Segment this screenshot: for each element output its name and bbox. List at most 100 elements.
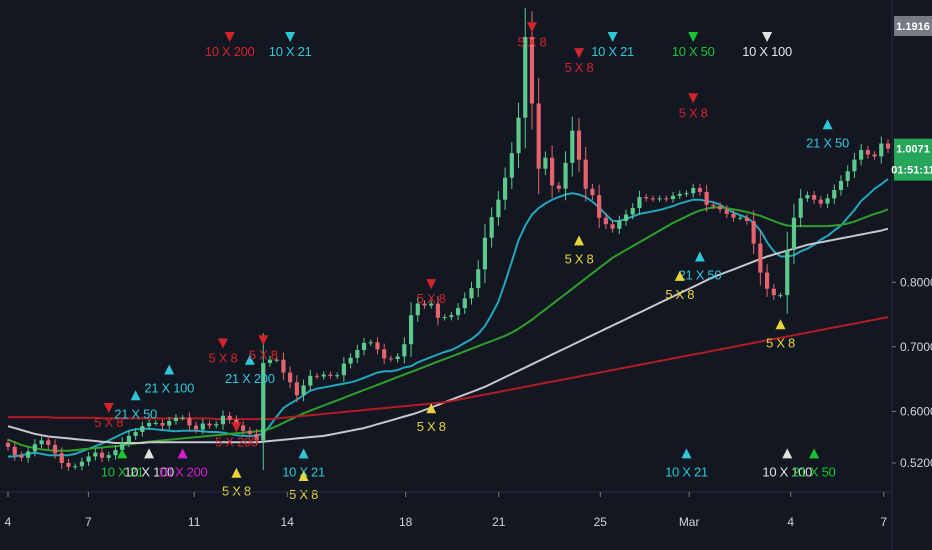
candle-body: [731, 213, 736, 218]
signal-label: 10 X 100: [124, 464, 174, 479]
signal-triangle-icon: [231, 467, 242, 478]
candle-body: [825, 198, 830, 204]
signal-label: 5 X 8: [94, 415, 123, 430]
candle: [812, 190, 817, 204]
signal-triangle-icon: [164, 364, 175, 375]
candle: [543, 151, 548, 176]
candle-body: [838, 180, 844, 190]
candle-body: [415, 303, 420, 316]
signal-triangle-icon: [177, 448, 188, 459]
signal-buy: 21 X 50: [114, 390, 157, 421]
candle-body: [785, 250, 790, 296]
candle: [684, 190, 689, 197]
time-tick-label: 14: [281, 515, 295, 529]
signal-sell: 10 X 21: [269, 31, 312, 59]
signal-buy: 10 X 200: [158, 448, 208, 479]
price-tick-label: 0.8000: [900, 275, 932, 289]
candle-body: [227, 415, 232, 420]
candle: [19, 451, 24, 462]
candle-body: [865, 149, 870, 155]
candle: [711, 201, 716, 210]
candle-body: [52, 444, 58, 454]
candle: [180, 415, 185, 421]
candle-body: [86, 456, 91, 462]
time-tick-label: 7: [880, 515, 887, 529]
candle-body: [523, 37, 528, 118]
candle-body: [563, 162, 568, 189]
signal-triangle-icon: [782, 448, 793, 459]
candle: [133, 428, 138, 440]
candle-body: [220, 415, 226, 425]
candle: [335, 372, 340, 379]
candle: [697, 184, 702, 196]
signal-label: 10 X 50: [672, 44, 715, 59]
candle-body: [623, 214, 629, 221]
candle-body: [496, 199, 501, 218]
signal-triangle-icon: [426, 403, 437, 414]
candle: [751, 210, 756, 255]
candle: [220, 410, 226, 430]
candle-body: [314, 375, 320, 377]
candle-body: [697, 188, 702, 192]
candle: [52, 439, 58, 459]
candle-body: [348, 357, 353, 364]
candle: [113, 445, 118, 460]
candle-body: [402, 344, 407, 357]
candle-body: [288, 372, 293, 383]
candle: [590, 183, 595, 200]
candle: [415, 296, 420, 322]
candle-body: [59, 453, 64, 463]
candle: [321, 371, 326, 380]
candle-body: [637, 197, 642, 209]
candle-body: [751, 220, 756, 244]
candle: [341, 356, 346, 382]
candle: [885, 139, 891, 153]
candle-body: [66, 462, 71, 467]
candle-body: [328, 374, 333, 376]
signal-triangle-icon: [298, 470, 309, 481]
candles: [5, 8, 891, 471]
candle-body: [482, 237, 488, 270]
signal-triangle-icon: [688, 31, 699, 42]
candle-body: [442, 317, 447, 319]
candle: [167, 416, 172, 430]
candle-body: [361, 342, 367, 351]
candle-body: [603, 217, 608, 225]
candle: [657, 195, 662, 202]
signal-buy: 5 X 8: [665, 270, 695, 302]
candle: [482, 224, 488, 284]
candle-body: [677, 193, 682, 196]
candle: [314, 373, 320, 380]
candle-body: [301, 385, 306, 396]
signal-triangle-icon: [224, 31, 235, 42]
candle-body: [765, 272, 770, 289]
candle: [570, 116, 575, 177]
candle: [361, 337, 367, 356]
candle-body: [294, 382, 299, 396]
candle: [670, 192, 676, 203]
candle: [576, 117, 582, 173]
candle: [388, 355, 393, 362]
candle: [355, 344, 360, 364]
time-axis[interactable]: 4 7 11 14 18 21 25 Mar 4 7: [0, 491, 892, 529]
candle-body: [885, 143, 891, 149]
candle-body: [469, 288, 474, 299]
last-price-label: 1.0071: [896, 144, 930, 156]
candle: [798, 189, 803, 228]
signal-buy: 10 X 21: [665, 448, 708, 479]
candle-body: [650, 198, 655, 200]
candle: [241, 421, 246, 436]
candle-body: [200, 423, 205, 430]
candle-body: [247, 430, 252, 434]
candle: [294, 375, 299, 403]
candle-body: [395, 356, 400, 360]
time-tick-label: 11: [188, 515, 201, 529]
signal-triangle-icon: [674, 270, 685, 281]
candle: [39, 436, 44, 449]
candle: [650, 195, 655, 202]
candle: [523, 8, 528, 149]
candle-body: [644, 197, 649, 199]
signal-triangle-icon: [681, 448, 692, 459]
